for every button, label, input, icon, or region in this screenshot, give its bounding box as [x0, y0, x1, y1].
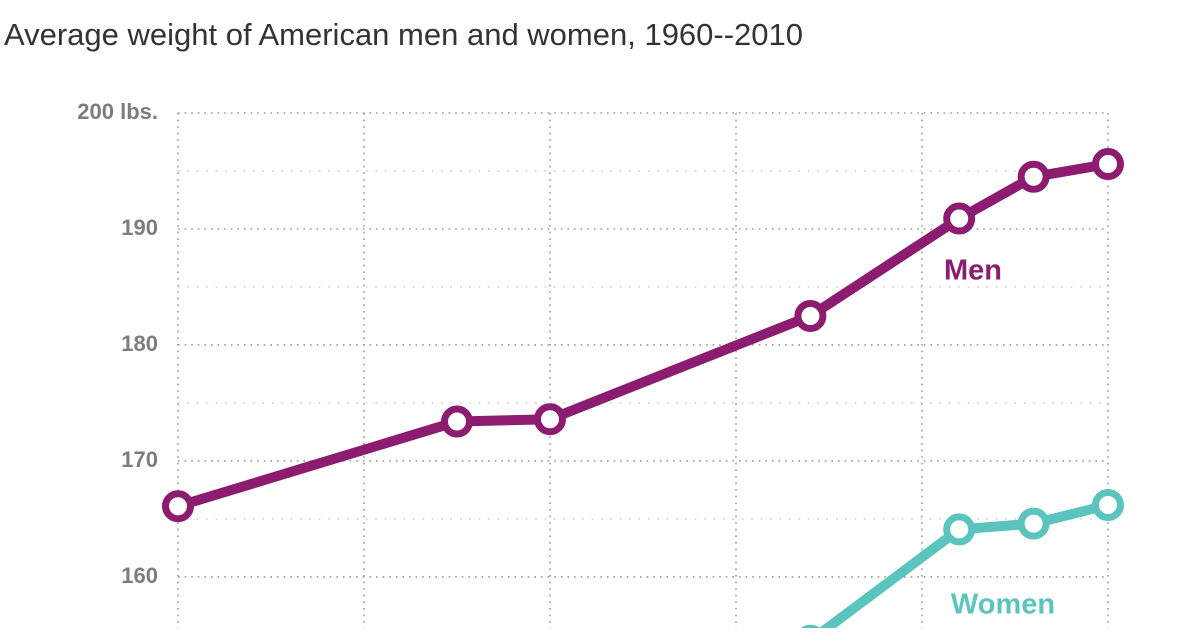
y-tick-label: 200 lbs. — [77, 99, 158, 124]
data-point — [441, 405, 473, 438]
data-point — [162, 490, 194, 523]
data-point — [1092, 148, 1124, 181]
y-tick-label: 160 — [121, 563, 158, 588]
y-tick-label: 170 — [121, 447, 158, 472]
data-point — [1092, 489, 1124, 522]
chart-title: Average weight of American men and women… — [4, 17, 803, 52]
series-label: Women — [951, 589, 1055, 621]
data-point — [1017, 507, 1050, 540]
data-point — [943, 513, 976, 546]
y-tick-label: 180 — [121, 331, 158, 356]
data-point — [1017, 160, 1050, 193]
series-line — [819, 500, 1110, 628]
plot-area — [162, 148, 1124, 628]
data-point — [943, 202, 976, 235]
data-point — [534, 403, 566, 436]
data-point — [794, 299, 827, 332]
y-tick-label: 190 — [121, 215, 158, 240]
series-label: Men — [944, 255, 1002, 287]
